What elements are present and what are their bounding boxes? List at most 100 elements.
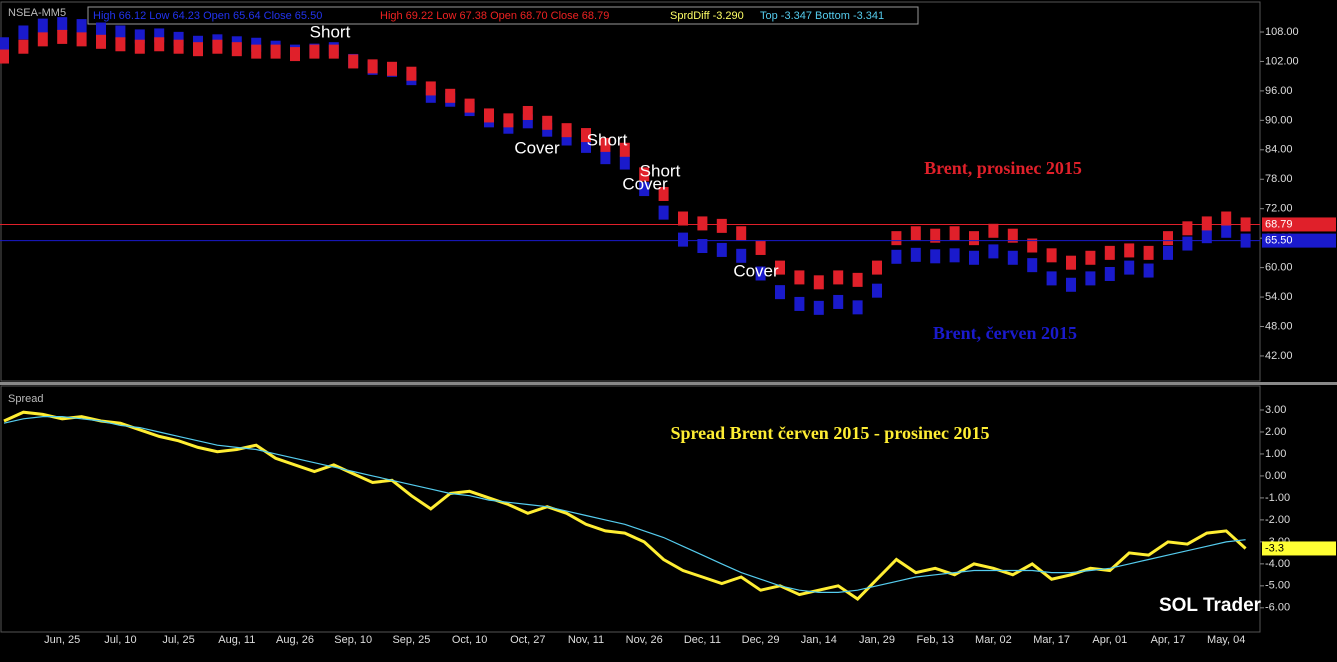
price-bar bbox=[154, 37, 165, 52]
price-bar bbox=[57, 29, 68, 44]
price-bar bbox=[1163, 231, 1173, 246]
price-bar bbox=[891, 231, 902, 246]
price-bar bbox=[775, 260, 785, 275]
price-bar bbox=[1085, 271, 1096, 286]
price-bar bbox=[328, 44, 339, 59]
price-bar bbox=[37, 18, 48, 33]
last-value-label: -3.3 bbox=[1265, 542, 1284, 554]
x-tick-label: Sep, 10 bbox=[334, 634, 372, 646]
y-tick-label: 108.00 bbox=[1265, 26, 1299, 38]
price-panel bbox=[0, 1, 1261, 382]
x-tick-label: Feb, 13 bbox=[917, 634, 954, 646]
price-bar bbox=[173, 31, 184, 46]
x-tick-label: Jun, 25 bbox=[44, 634, 80, 646]
price-bar bbox=[134, 39, 145, 54]
price-bar bbox=[561, 123, 572, 138]
price-bar bbox=[212, 39, 223, 54]
price-bar bbox=[193, 42, 203, 57]
price-bar bbox=[910, 247, 921, 262]
price-bar bbox=[639, 182, 650, 197]
price-bar bbox=[561, 131, 572, 146]
price-bar bbox=[76, 32, 87, 47]
price-bar bbox=[96, 22, 106, 37]
y-tick-label: 3.00 bbox=[1265, 404, 1286, 416]
price-bar bbox=[1182, 221, 1193, 236]
annotation: Spread Brent červen 2015 - prosinec 2015 bbox=[671, 423, 990, 443]
price-bar bbox=[930, 249, 941, 264]
price-bar bbox=[581, 128, 591, 143]
price-bar bbox=[581, 138, 591, 153]
price-bar bbox=[1143, 263, 1154, 278]
price-bar bbox=[949, 226, 960, 241]
price-bar bbox=[173, 39, 184, 54]
price-bar bbox=[464, 98, 475, 113]
price-bar bbox=[522, 114, 533, 129]
price-bar bbox=[367, 59, 378, 74]
price-bar bbox=[57, 17, 68, 32]
y-tick-label: 102.00 bbox=[1265, 55, 1299, 67]
price-bar bbox=[290, 47, 300, 62]
x-tick-label: Jul, 25 bbox=[162, 634, 194, 646]
price-bar bbox=[387, 61, 397, 76]
y-tick-label: 54.00 bbox=[1265, 291, 1293, 303]
price-bar bbox=[736, 226, 747, 241]
price-bar bbox=[988, 223, 999, 238]
price-bar bbox=[231, 42, 242, 57]
x-tick-label: Mar, 02 bbox=[975, 634, 1012, 646]
y-tick-label: -2.00 bbox=[1265, 514, 1290, 526]
price-bar bbox=[1027, 238, 1038, 253]
price-bar bbox=[115, 37, 126, 52]
price-bar bbox=[154, 28, 165, 43]
annotation: Brent, červen 2015 bbox=[933, 323, 1077, 343]
x-tick-label: Apr, 17 bbox=[1151, 634, 1186, 646]
price-bar bbox=[813, 300, 824, 315]
price-bar bbox=[1066, 255, 1076, 270]
price-bar bbox=[775, 285, 785, 300]
price-bar bbox=[930, 228, 941, 243]
x-tick-label: Jan, 29 bbox=[859, 634, 895, 646]
price-bar bbox=[697, 216, 708, 231]
price-bar bbox=[115, 25, 126, 40]
price-bar bbox=[852, 300, 863, 315]
y-tick-label: 78.00 bbox=[1265, 173, 1293, 185]
last-value-box bbox=[1262, 217, 1336, 232]
last-value-label: 65.50 bbox=[1265, 235, 1293, 247]
info-text: Top -3.347 Bottom -3.341 bbox=[760, 10, 884, 22]
price-bar bbox=[270, 44, 281, 59]
price-bar bbox=[969, 250, 979, 265]
price-bar bbox=[503, 113, 514, 128]
price-bar bbox=[619, 155, 630, 170]
price-bar bbox=[1163, 245, 1173, 260]
last-value-box bbox=[1262, 233, 1336, 248]
x-tick-label: Jan, 14 bbox=[801, 634, 837, 646]
x-tick-label: Jul, 10 bbox=[104, 634, 136, 646]
price-bar bbox=[910, 226, 921, 241]
price-bar bbox=[309, 44, 320, 59]
price-bar bbox=[1124, 243, 1135, 258]
price-bar bbox=[1104, 266, 1115, 281]
price-bar bbox=[425, 88, 436, 103]
series-line bbox=[3, 410, 1247, 601]
x-tick-label: May, 04 bbox=[1207, 634, 1245, 646]
annotation: Short bbox=[587, 130, 628, 149]
price-bar bbox=[18, 25, 29, 40]
info-text: SprdDiff -3.290 bbox=[670, 10, 744, 22]
price-bar bbox=[600, 137, 611, 152]
price-bar bbox=[813, 275, 824, 290]
y-tick-label: 60.00 bbox=[1265, 262, 1293, 274]
x-tick-label: Mar, 17 bbox=[1033, 634, 1070, 646]
price-bar bbox=[1182, 236, 1193, 251]
y-tick-label: 72.00 bbox=[1265, 203, 1293, 215]
price-bar bbox=[1046, 271, 1057, 286]
y-tick-label: 96.00 bbox=[1265, 85, 1293, 97]
price-bar bbox=[1201, 216, 1212, 231]
price-bar bbox=[445, 88, 456, 103]
y-tick-label: 48.00 bbox=[1265, 320, 1293, 332]
x-tick-label: Apr, 01 bbox=[1092, 634, 1127, 646]
price-bar bbox=[949, 248, 960, 263]
annotation: Short bbox=[640, 161, 681, 180]
price-bar bbox=[0, 37, 9, 52]
x-tick-label: Aug, 26 bbox=[276, 634, 314, 646]
series-line bbox=[3, 416, 1246, 593]
info-text: High 69.22 Low 67.38 Open 68.70 Close 68… bbox=[380, 10, 609, 22]
